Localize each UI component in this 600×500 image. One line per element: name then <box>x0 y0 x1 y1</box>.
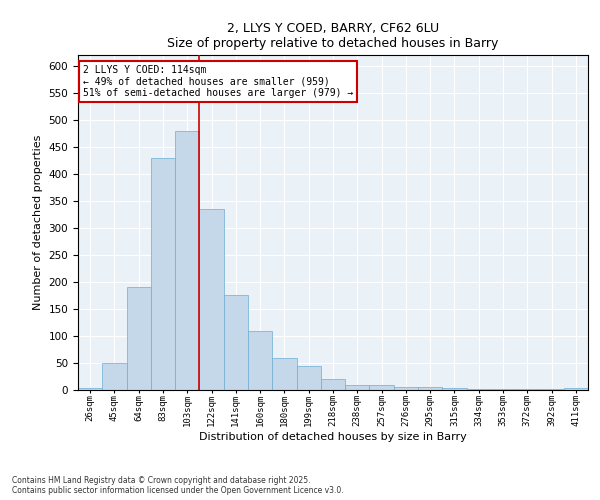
Bar <box>102 363 127 390</box>
Bar <box>175 130 199 390</box>
Bar <box>564 388 588 390</box>
Bar <box>467 389 491 390</box>
Bar <box>370 384 394 390</box>
Bar <box>224 296 248 390</box>
Text: 2 LLYS Y COED: 114sqm
← 49% of detached houses are smaller (959)
51% of semi-det: 2 LLYS Y COED: 114sqm ← 49% of detached … <box>83 65 353 98</box>
Bar <box>345 384 370 390</box>
Bar <box>321 379 345 390</box>
Bar <box>442 388 467 390</box>
Bar <box>515 389 539 390</box>
Bar <box>127 288 151 390</box>
Bar <box>151 158 175 390</box>
Bar <box>78 388 102 390</box>
Bar <box>296 366 321 390</box>
X-axis label: Distribution of detached houses by size in Barry: Distribution of detached houses by size … <box>199 432 467 442</box>
Bar <box>394 388 418 390</box>
Text: Contains HM Land Registry data © Crown copyright and database right 2025.
Contai: Contains HM Land Registry data © Crown c… <box>12 476 344 495</box>
Title: 2, LLYS Y COED, BARRY, CF62 6LU
Size of property relative to detached houses in : 2, LLYS Y COED, BARRY, CF62 6LU Size of … <box>167 22 499 50</box>
Bar <box>272 358 296 390</box>
Bar <box>199 209 224 390</box>
Bar <box>418 388 442 390</box>
Bar <box>248 330 272 390</box>
Y-axis label: Number of detached properties: Number of detached properties <box>33 135 43 310</box>
